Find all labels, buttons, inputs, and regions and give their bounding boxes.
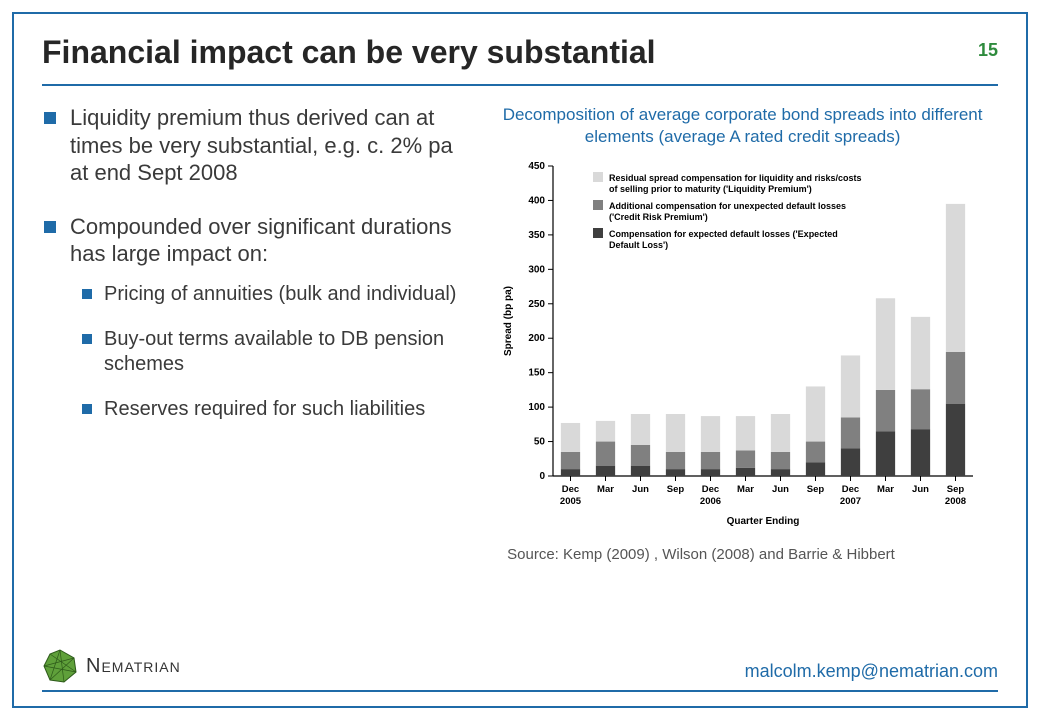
bullet-column: Liquidity premium thus derived can at ti… xyxy=(42,104,487,626)
page-number: 15 xyxy=(978,40,998,61)
svg-text:Mar: Mar xyxy=(597,484,614,495)
svg-text:Quarter Ending: Quarter Ending xyxy=(726,516,799,527)
svg-text:300: 300 xyxy=(528,265,545,276)
svg-text:450: 450 xyxy=(528,161,545,172)
bullet-list: Liquidity premium thus derived can at ti… xyxy=(42,104,477,422)
svg-text:150: 150 xyxy=(528,368,545,379)
sub-bullet-item: Reserves required for such liabilities xyxy=(70,397,477,422)
svg-text:Mar: Mar xyxy=(877,484,894,495)
svg-text:Compensation for expected defa: Compensation for expected default losses… xyxy=(609,229,838,239)
svg-text:Default Loss'): Default Loss') xyxy=(609,240,668,250)
svg-text:Mar: Mar xyxy=(737,484,754,495)
svg-text:2008: 2008 xyxy=(945,496,966,507)
bullet-text: Compounded over significant durations ha… xyxy=(70,214,452,267)
svg-text:350: 350 xyxy=(528,230,545,241)
svg-text:Jun: Jun xyxy=(912,484,929,495)
svg-text:('Credit Risk Premium'): ('Credit Risk Premium') xyxy=(609,212,708,222)
footer-email: malcolm.kemp@nematrian.com xyxy=(745,661,998,682)
svg-text:Spread (bp pa): Spread (bp pa) xyxy=(503,286,514,356)
slide: Financial impact can be very substantial… xyxy=(0,0,1040,720)
source-note: Source: Kemp (2009) , Wilson (2008) and … xyxy=(487,546,998,563)
svg-text:50: 50 xyxy=(533,437,545,448)
svg-text:2005: 2005 xyxy=(560,496,582,507)
svg-text:2006: 2006 xyxy=(700,496,721,507)
svg-text:Sep: Sep xyxy=(946,484,964,495)
title-rule xyxy=(42,84,998,86)
footer-rule xyxy=(42,690,998,692)
content-area: Liquidity premium thus derived can at ti… xyxy=(42,104,998,626)
brand-name: Nematrian xyxy=(86,655,181,678)
svg-text:0: 0 xyxy=(539,471,545,482)
slide-frame: Financial impact can be very substantial… xyxy=(12,12,1028,708)
svg-text:250: 250 xyxy=(528,299,545,310)
sub-bullet-item: Buy-out terms available to DB pension sc… xyxy=(70,327,477,377)
sub-bullet-list: Pricing of annuities (bulk and individua… xyxy=(70,282,477,422)
svg-text:Jun: Jun xyxy=(772,484,789,495)
svg-text:Additional compensation for un: Additional compensation for unexpected d… xyxy=(609,201,846,211)
svg-text:400: 400 xyxy=(528,196,545,207)
chart-area: 0 50 100 150 200 250 300 350 400 450 Spread (bp pa… xyxy=(493,156,993,536)
logo-icon xyxy=(42,648,78,684)
title-row: Financial impact can be very substantial… xyxy=(42,34,998,71)
svg-text:Residual spread compensation f: Residual spread compensation for liquidi… xyxy=(609,173,862,183)
bullet-item: Compounded over significant durations ha… xyxy=(42,213,477,422)
svg-text:2007: 2007 xyxy=(840,496,861,507)
bullet-text: Liquidity premium thus derived can at ti… xyxy=(70,105,453,185)
sub-bullet-item: Pricing of annuities (bulk and individua… xyxy=(70,282,477,307)
svg-text:Jun: Jun xyxy=(632,484,649,495)
svg-text:of selling prior to maturity (: of selling prior to maturity ('Liquidity… xyxy=(609,184,812,194)
bullet-item: Liquidity premium thus derived can at ti… xyxy=(42,104,477,187)
svg-text:100: 100 xyxy=(528,402,545,413)
svg-text:Dec: Dec xyxy=(701,484,718,495)
brand: Nematrian xyxy=(42,648,181,684)
chart-column: Decomposition of average corporate bond … xyxy=(487,104,998,626)
svg-text:200: 200 xyxy=(528,333,545,344)
footer: Nematrian malcolm.kemp@nematrian.com xyxy=(42,642,998,692)
stacked-bar-chart: 0 50 100 150 200 250 300 350 400 450 Spread (bp pa… xyxy=(493,156,993,536)
slide-title: Financial impact can be very substantial xyxy=(42,34,656,71)
svg-text:Dec: Dec xyxy=(841,484,858,495)
chart-title: Decomposition of average corporate bond … xyxy=(487,104,998,148)
svg-text:Dec: Dec xyxy=(561,484,578,495)
svg-text:Sep: Sep xyxy=(666,484,684,495)
svg-text:Sep: Sep xyxy=(806,484,824,495)
